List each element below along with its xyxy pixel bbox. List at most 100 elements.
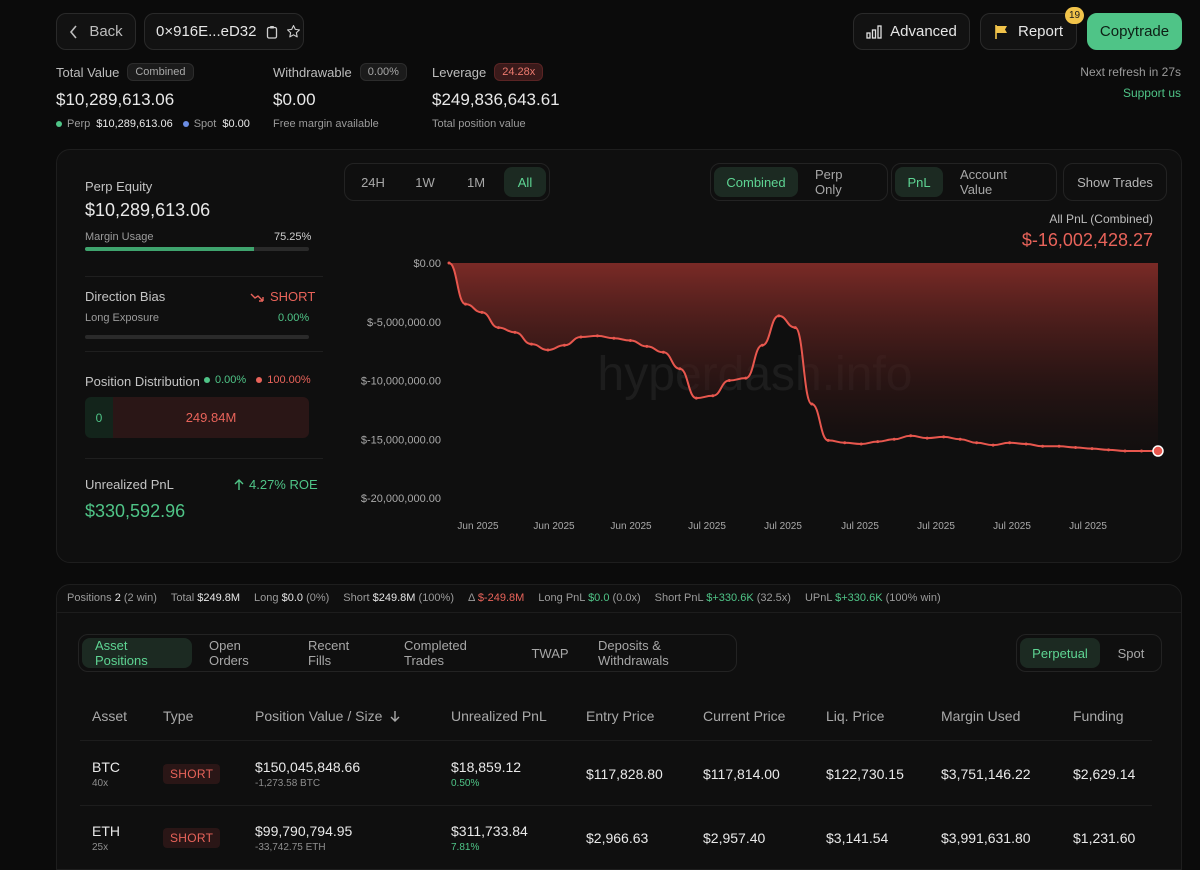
funding: $1,231.60	[1073, 830, 1136, 846]
col-entry-price[interactable]: Entry Price	[586, 708, 655, 724]
x-tick-label: Jul 2025	[688, 521, 726, 532]
current-price: $117,814.00	[703, 766, 780, 782]
copytrade-label: Copytrade	[1099, 23, 1170, 40]
bar-chart-icon	[866, 24, 882, 39]
leverage-sub: Total position value	[432, 118, 526, 130]
tab-perpetual[interactable]: Perpetual	[1020, 638, 1100, 668]
col-funding[interactable]: Funding	[1073, 708, 1124, 724]
pnl-point	[645, 344, 649, 348]
stat-long: Long $0.0 (0%)	[254, 592, 330, 604]
y-tick-label: $-20,000,000.00	[361, 493, 441, 505]
address-chip[interactable]: 0×916E...eD32	[144, 13, 304, 50]
dist-long-value: 0	[95, 410, 103, 425]
pnl-point	[661, 350, 665, 354]
stat-total: Total $249.8M	[170, 592, 241, 604]
col-margin-used[interactable]: Margin Used	[941, 708, 1021, 724]
x-tick-label: Jun 2025	[610, 521, 652, 532]
range-all[interactable]: All	[504, 167, 546, 197]
tab-deposits-withdrawals[interactable]: Deposits & Withdrawals	[598, 638, 669, 668]
withdrawable-label: Withdrawable	[273, 64, 352, 80]
x-tick-label: Jun 2025	[457, 521, 499, 532]
y-tick-label: $-5,000,000.00	[367, 317, 441, 329]
leverage-value: $249,836,643.61	[432, 90, 560, 109]
divider	[85, 458, 323, 459]
mode-perp-only[interactable]: Perp Only	[815, 167, 843, 197]
stat-delta: Δ $-249.8M	[468, 592, 525, 604]
x-tick-label: Jul 2025	[1069, 521, 1107, 532]
tab-completed-trades[interactable]: Completed Trades	[404, 638, 467, 668]
report-button[interactable]: Report	[980, 13, 1077, 50]
tab-open-orders[interactable]: Open Orders	[209, 638, 249, 668]
copy-icon[interactable]	[266, 25, 278, 39]
pnl-point	[480, 310, 484, 314]
star-icon[interactable]	[286, 24, 301, 39]
x-tick-label: Jul 2025	[764, 521, 802, 532]
row-asset: BTC 40x	[92, 759, 120, 789]
pnl-point	[777, 314, 781, 318]
pnl-point	[694, 396, 698, 400]
support-link[interactable]: Support us	[1122, 86, 1181, 100]
pnl-point	[579, 335, 583, 339]
spot-dot	[182, 121, 189, 127]
position-size: -33,742.75 ETH	[255, 842, 326, 853]
margin-usage-label: Margin Usage	[85, 231, 154, 243]
type-badge: SHORT	[163, 764, 221, 784]
row-position-value: $150,045,848.66 -1,273.58 BTC	[255, 759, 360, 789]
metric-pnl[interactable]: PnL	[895, 167, 943, 197]
divider	[85, 276, 323, 277]
pnl-point	[612, 336, 616, 340]
direction-bias-text: SHORT	[270, 289, 316, 304]
pnl-point	[892, 437, 896, 441]
long-dot	[204, 377, 210, 383]
col-position-value[interactable]: Position Value / Size	[255, 708, 400, 724]
range-1w[interactable]: 1W	[415, 174, 435, 190]
pnl-point	[942, 435, 946, 439]
tab-recent-fills[interactable]: Recent Fills	[308, 638, 350, 668]
pnl-point	[859, 442, 863, 446]
advanced-button[interactable]: Advanced	[853, 13, 970, 50]
position-dist-legend: 0.00% 100.00%	[204, 374, 311, 386]
position-dist-label: Position Distribution	[85, 374, 200, 389]
row-asset: ETH 25x	[92, 823, 120, 853]
tab-twap[interactable]: TWAP	[531, 645, 569, 661]
col-type[interactable]: Type	[163, 708, 194, 724]
report-count-badge: 19	[1065, 7, 1084, 24]
mode-combined[interactable]: Combined	[714, 167, 798, 197]
col-unrealized-pnl[interactable]: Unrealized PnL	[451, 708, 547, 724]
tab-asset-positions[interactable]: Asset Positions	[82, 638, 192, 668]
spot-value: $0.00	[222, 118, 250, 130]
position-size: -1,273.58 BTC	[255, 778, 321, 789]
dist-long-segment: 0	[85, 397, 113, 438]
col-current-price[interactable]: Current Price	[703, 708, 786, 724]
market-tabs: Perpetual Spot	[1016, 634, 1162, 672]
pnl-point	[1123, 449, 1127, 453]
show-trades-button[interactable]: Show Trades	[1063, 163, 1167, 201]
divider	[85, 351, 323, 352]
total-value-label: Total Value	[56, 64, 120, 80]
wallet-address: 0×916E...eD32	[156, 23, 257, 40]
asset-name: ETH	[92, 823, 120, 839]
roe-text: 4.27% ROE	[249, 477, 318, 492]
row-upnl: $18,859.12 0.50%	[451, 759, 521, 789]
copytrade-button[interactable]: Copytrade	[1087, 13, 1182, 50]
margin-usage-fill	[85, 247, 254, 251]
y-tick-label: $0.00	[413, 258, 441, 270]
tab-spot[interactable]: Spot	[1117, 645, 1145, 661]
entry-price: $117,828.80	[586, 766, 663, 782]
pnl-point	[925, 436, 929, 440]
pnl-point	[727, 379, 731, 382]
leverage-block: Leverage 24.28x $249,836,643.61 Total po…	[432, 63, 560, 130]
back-button[interactable]: Back	[56, 13, 136, 50]
y-tick-label: $-10,000,000.00	[361, 376, 441, 388]
range-24h[interactable]: 24H	[361, 174, 385, 190]
long-exposure-bar	[85, 335, 309, 339]
withdrawable-block: Withdrawable 0.00% $0.00 Free margin ava…	[273, 63, 407, 130]
col-liq-price[interactable]: Liq. Price	[826, 708, 885, 724]
row-position-value: $99,790,794.95 -33,742.75 ETH	[255, 823, 352, 853]
metric-account-value[interactable]: Account Value	[960, 167, 1007, 197]
col-asset[interactable]: Asset	[92, 708, 128, 724]
chevron-left-icon	[69, 24, 79, 39]
range-1m[interactable]: 1M	[466, 174, 486, 190]
perp-label: Perp	[67, 118, 91, 130]
positions-tabs: Asset Positions Open Orders Recent Fills…	[78, 634, 737, 672]
